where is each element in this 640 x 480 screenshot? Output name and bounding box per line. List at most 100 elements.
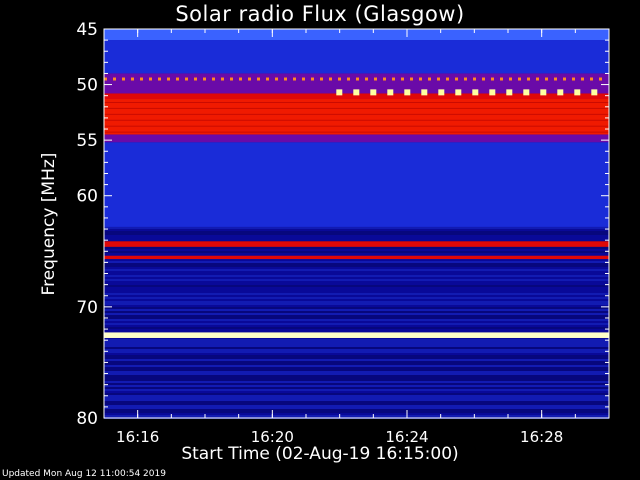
- periodic-marker: [489, 89, 496, 96]
- channel-stripe: [104, 331, 609, 333]
- band-streak: [104, 113, 609, 115]
- band-red-intense: [104, 99, 609, 135]
- channel-stripe: [104, 261, 609, 263]
- periodic-marker: [122, 77, 125, 81]
- periodic-marker: [472, 89, 479, 96]
- channel-stripe: [104, 285, 609, 287]
- periodic-marker: [482, 77, 485, 81]
- channel-stripe: [104, 391, 609, 393]
- periodic-marker: [149, 77, 152, 81]
- channel-stripe: [104, 383, 609, 385]
- periodic-marker: [140, 77, 143, 81]
- channel-stripe: [104, 395, 609, 397]
- channel-stripe: [104, 349, 609, 351]
- band-streak: [104, 119, 609, 121]
- periodic-marker: [158, 77, 161, 81]
- channel-stripe: [104, 251, 609, 253]
- channel-stripe: [104, 307, 609, 309]
- periodic-marker: [370, 89, 377, 96]
- periodic-marker: [266, 77, 269, 81]
- periodic-marker: [572, 77, 575, 81]
- channel-stripe: [104, 309, 609, 311]
- channel-stripe: [104, 235, 609, 237]
- chart-title: Solar radio Flux (Glasgow): [175, 2, 465, 26]
- channel-stripe: [104, 405, 609, 407]
- x-tick-label: 16:20: [251, 428, 294, 446]
- x-tick-label: 16:28: [520, 428, 563, 446]
- channel-stripe: [104, 287, 609, 289]
- plot-frame: [103, 28, 610, 419]
- channel-stripe: [104, 351, 609, 353]
- x-tick-label: 16:24: [385, 428, 428, 446]
- channel-stripe: [104, 289, 609, 291]
- channel-stripe: [104, 267, 609, 269]
- band-streak: [104, 107, 609, 109]
- periodic-marker: [248, 77, 251, 81]
- periodic-marker: [194, 77, 197, 81]
- channel-stripe: [104, 303, 609, 305]
- periodic-marker: [167, 77, 170, 81]
- channel-stripe: [104, 297, 609, 299]
- channel-stripe: [104, 249, 609, 251]
- channel-stripe: [104, 295, 609, 297]
- periodic-marker: [455, 89, 462, 96]
- channel-stripe: [104, 363, 609, 365]
- channel-stripe: [104, 231, 609, 233]
- channel-stripe: [104, 271, 609, 273]
- channel-stripe: [104, 403, 609, 405]
- periodic-marker: [338, 77, 341, 81]
- periodic-marker: [131, 77, 134, 81]
- channel-stripe: [104, 361, 609, 363]
- periodic-marker: [410, 77, 413, 81]
- channel-stripe: [104, 317, 609, 319]
- channel-stripe: [104, 237, 609, 239]
- periodic-marker: [591, 89, 598, 96]
- y-tick-label: 55: [76, 131, 98, 151]
- periodic-marker: [257, 77, 260, 81]
- channel-stripe: [104, 327, 609, 329]
- periodic-marker: [374, 77, 377, 81]
- channel-stripe: [104, 401, 609, 403]
- channel-stripe: [104, 315, 609, 317]
- periodic-marker: [212, 77, 215, 81]
- channel-stripe: [104, 259, 609, 261]
- periodic-marker: [387, 89, 394, 96]
- channel-stripe: [104, 293, 609, 295]
- periodic-marker: [401, 77, 404, 81]
- channel-stripe: [104, 253, 609, 255]
- band-blue: [104, 40, 609, 74]
- periodic-marker: [392, 77, 395, 81]
- band-streak: [104, 131, 609, 133]
- periodic-marker: [284, 77, 287, 81]
- channel-stripe: [104, 369, 609, 371]
- y-tick-label: 50: [76, 76, 98, 96]
- channel-stripe: [104, 393, 609, 395]
- periodic-marker: [500, 77, 503, 81]
- channel-stripe: [104, 407, 609, 409]
- channel-stripe: [104, 381, 609, 383]
- periodic-marker: [545, 77, 548, 81]
- channel-stripe: [104, 385, 609, 387]
- y-tick-label: 45: [76, 20, 98, 40]
- channel-stripe: [104, 355, 609, 357]
- channel-stripe: [104, 399, 609, 401]
- channel-stripe: [104, 337, 609, 339]
- band-light-blue: [104, 29, 609, 41]
- periodic-marker: [230, 77, 233, 81]
- band-streak: [104, 101, 609, 103]
- periodic-marker: [176, 77, 179, 81]
- channel-stripe: [104, 411, 609, 413]
- periodic-marker: [581, 77, 584, 81]
- x-axis-label: Start Time (02-Aug-19 16:15:00): [181, 444, 459, 464]
- periodic-marker: [536, 77, 539, 81]
- channel-stripe: [104, 321, 609, 323]
- channel-stripe: [104, 367, 609, 369]
- periodic-marker: [419, 77, 422, 81]
- channel-stripe: [104, 239, 609, 241]
- periodic-marker: [518, 77, 521, 81]
- channel-stripe: [104, 311, 609, 313]
- periodic-marker: [527, 77, 530, 81]
- channel-stripe: [104, 339, 609, 341]
- periodic-marker: [365, 77, 368, 81]
